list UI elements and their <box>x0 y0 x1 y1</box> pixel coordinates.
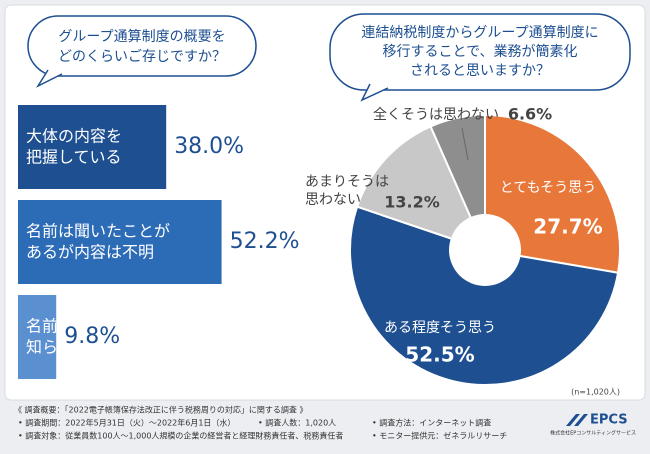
footer-item: • 調査対象：従業員数100人〜1,000人規模の企業の経営者と経理財務責任者、… <box>18 431 343 441</box>
question-text: 連結納税制度からグループ通算制度に <box>361 25 598 41</box>
value-label: 27.7% <box>533 215 602 239</box>
bar <box>18 200 222 284</box>
leader-line <box>461 127 469 161</box>
bar-label: 大体の内容を <box>26 127 122 146</box>
value-label: 38.0% <box>174 134 244 159</box>
slice-label: 思わない <box>305 192 361 208</box>
pie-slice <box>429 113 486 251</box>
value-label: 6.6% <box>508 105 552 124</box>
slice-label: ある程度そう思う <box>384 320 496 336</box>
slice-label: 全くそうは思わない <box>373 106 499 123</box>
pie-slice <box>484 113 621 274</box>
question-text: されると思いますか？ <box>410 63 550 79</box>
pie-slice <box>355 125 487 252</box>
bar-label: 名前は聞いたことが <box>26 222 170 241</box>
bar <box>18 295 57 379</box>
question-bubble <box>329 13 631 91</box>
slice-label: とてもそう思う <box>500 180 597 196</box>
footer-item: • 調査方法：インターネット調査 <box>372 418 491 428</box>
question-bubble <box>27 15 257 77</box>
value-label: 52.2% <box>230 229 300 254</box>
bar-label: あるが内容は不明 <box>26 243 154 262</box>
footer-item: • 調査人数：1,020人 <box>258 418 336 428</box>
pie-slice <box>349 205 620 386</box>
footer-item: • 調査期間：2022年5月31日（火）〜2022年6月1日（水） <box>18 418 235 428</box>
bar-label: 把握している <box>26 148 122 167</box>
slice-label: あまりそうは <box>305 174 389 190</box>
question-text: どのくらいご存じですか？ <box>58 49 226 65</box>
donut-hole <box>449 214 521 286</box>
logo-mark <box>566 414 588 426</box>
sample-note: (n=1,020人) <box>571 388 620 397</box>
bar <box>18 105 167 189</box>
bar-label: 知らなかった <box>26 338 122 357</box>
question-text: 移行することで、業務が簡素化 <box>382 44 577 60</box>
bubble-tail <box>35 69 63 88</box>
logo-company: 株式会社EPコンサルティングサービス <box>550 430 636 437</box>
question-text: グループ通算制度の概要を <box>58 29 225 45</box>
bar-label: 名前も内容も <box>26 317 122 336</box>
bubble-tail <box>360 83 389 102</box>
footer-heading: 《 調査概要：「2022電子帳簿保存法改正に伴う税務周りの対応」に関する調査 》 <box>14 405 307 415</box>
value-label: 9.8% <box>64 324 120 349</box>
value-label: 52.5% <box>405 343 474 367</box>
logo-name: EPCS <box>590 413 628 428</box>
footer-item: • モニター提供元：ゼネラルリサーチ <box>372 431 507 441</box>
value-label: 13.2% <box>384 193 440 212</box>
